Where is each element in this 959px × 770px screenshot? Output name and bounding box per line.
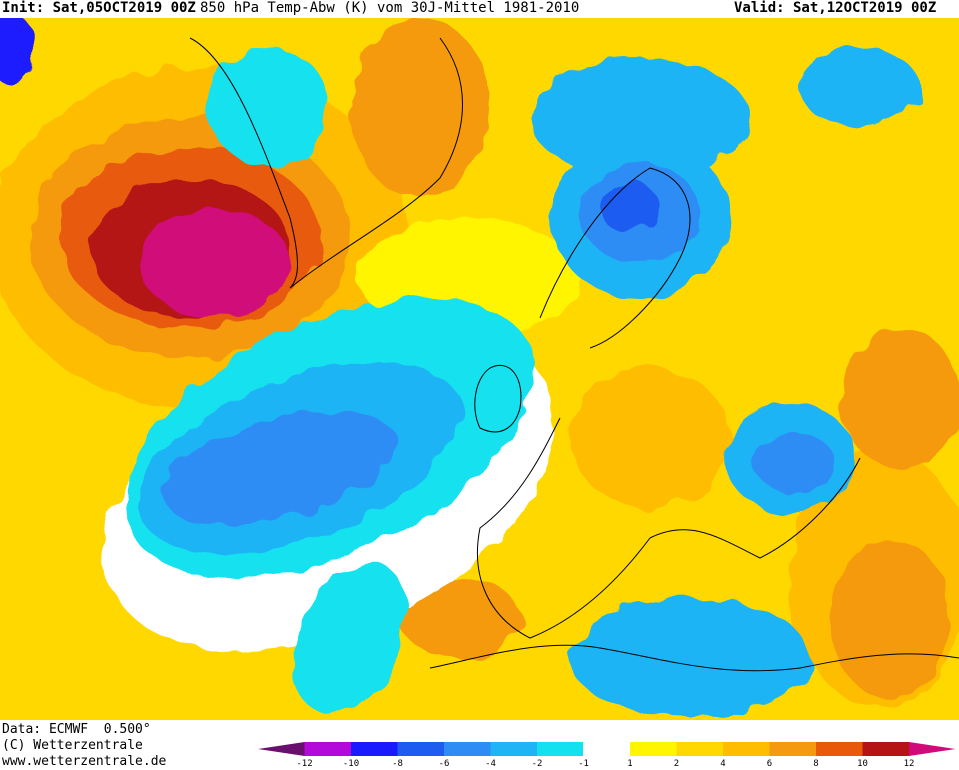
legend-swatch [537,742,584,756]
footer-info: Data: ECMWF 0.500° (C) Wetterzentrale ww… [2,722,166,770]
map-title: 850 hPa Temp-Abw (K) vom 30J-Mittel 1981… [200,0,580,16]
legend-tick-label: -1 [578,759,589,769]
cold-zone-mediterranean [570,598,810,718]
legend-swatch [583,741,631,757]
cold-zone-atlantic-core [163,410,397,526]
legend-swatch [444,742,491,756]
legend-tick-label: 4 [720,759,725,769]
legend-swatch [304,742,351,756]
legend-swatch [769,742,816,756]
legend-tick-label: -6 [439,759,450,769]
legend-tick-label: -4 [485,759,496,769]
warm-zone-russia [840,328,959,468]
legend-swatch [816,742,863,756]
legend-swatch [490,742,537,756]
british-isles-coast [474,365,522,433]
map-header: Init: Sat,05OCT2019 00Z 850 hPa Temp-Abw… [0,0,959,18]
legend-swatch [258,742,305,756]
legend-swatch [676,742,723,756]
legend-tick-label: -10 [343,759,359,769]
cold-zone-svalbard [800,48,920,128]
legend-swatch [351,742,398,756]
cold-zone-arctic [530,58,750,178]
color-legend: -12 -10 -8 -6 -4 -2 -1 1 2 4 6 8 10 12 [258,741,956,769]
cold-zone-nw-corner [0,18,35,83]
warm-zone-east-core [830,538,950,698]
website-link[interactable]: www.wetterzentrale.de [2,754,167,769]
legend-tick-label: 1 [627,759,632,769]
init-time: Init: Sat,05OCT2019 00Z [2,0,196,16]
warm-zone-central-europe [570,368,730,508]
legend-swatch [630,742,677,756]
cold-zone-scandinavia-center [600,183,660,233]
legend-tick-label: 2 [674,759,679,769]
legend-swatch [723,742,770,756]
north-africa-coast [429,644,959,672]
valid-time: Valid: Sat,12OCT2019 00Z [734,0,937,16]
legend-swatch [862,742,909,756]
greenland-coast [189,37,463,289]
data-source: Data: ECMWF 0.500° [2,722,151,737]
legend-swatch [397,742,444,756]
cold-zone-west-africa [293,562,407,714]
temperature-anomaly-map [0,18,959,720]
copyright: (C) Wetterzentrale [2,738,143,753]
legend-tick-label: -8 [392,759,403,769]
legend-tick-label: 10 [857,759,868,769]
anomaly-field [0,18,959,718]
warm-zone-baffin-core [140,208,290,318]
legend-tick-label: -12 [296,759,312,769]
scandinavia-coast [539,167,691,349]
warm-zone-greenland-east [350,18,490,198]
legend-tick-label: 8 [813,759,818,769]
warm-zone-iberia [400,578,520,658]
legend-tick-label: -2 [532,759,543,769]
cold-zone-balkans-core [755,433,835,493]
coastlines [189,37,959,672]
legend-swatch [909,742,956,756]
legend-tick-label: 12 [904,759,915,769]
legend-tick-label: 6 [767,759,772,769]
europe-coast [476,417,861,639]
cold-zone-greenland-west [210,48,330,168]
